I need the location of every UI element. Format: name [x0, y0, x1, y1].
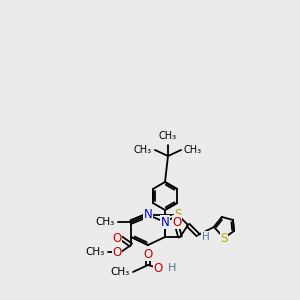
Text: H: H [202, 232, 210, 242]
Text: CH₃: CH₃ [96, 217, 115, 227]
Text: O: O [172, 215, 182, 229]
Text: S: S [220, 232, 228, 244]
Text: O: O [153, 262, 163, 275]
Text: CH₃: CH₃ [184, 145, 202, 155]
Text: N: N [160, 215, 169, 229]
Text: O: O [112, 232, 122, 244]
Text: H: H [168, 263, 176, 273]
Text: N: N [144, 208, 152, 221]
Text: CH₃: CH₃ [111, 267, 130, 277]
Text: CH₃: CH₃ [86, 247, 105, 257]
Text: CH₃: CH₃ [159, 131, 177, 141]
Text: S: S [174, 208, 182, 221]
Text: O: O [143, 248, 153, 260]
Text: CH₃: CH₃ [134, 145, 152, 155]
Text: O: O [112, 245, 122, 259]
